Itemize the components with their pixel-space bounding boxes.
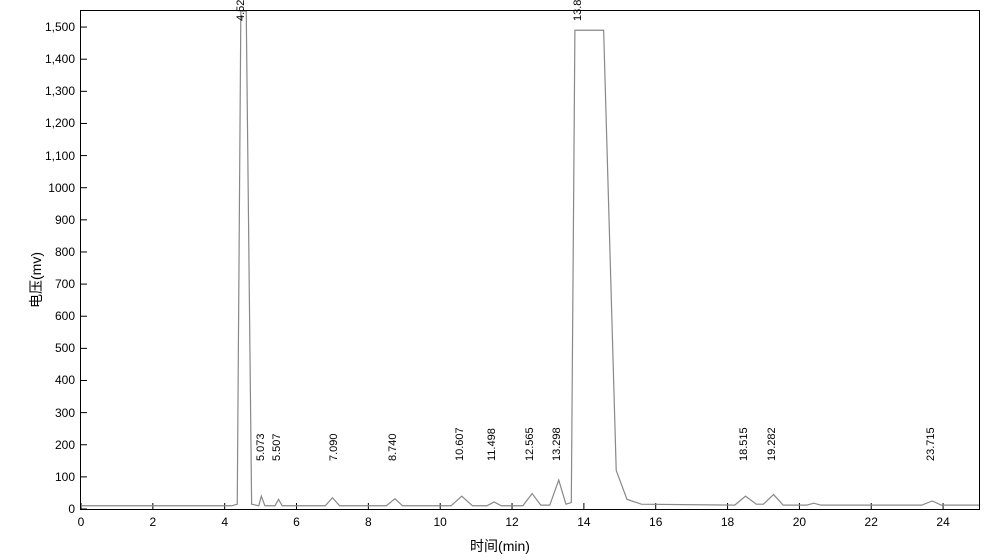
y-tick-label: 1,300 — [45, 84, 75, 98]
x-tick-label: 2 — [149, 515, 156, 529]
x-tick-label: 24 — [936, 515, 949, 529]
x-tick-label: 10 — [434, 515, 447, 529]
peak-label: 12.565 — [524, 427, 536, 461]
peak-label: 19.282 — [766, 427, 778, 461]
peak-label: 13.898 — [572, 0, 584, 21]
y-tick-label: 0 — [68, 502, 75, 516]
y-tick-label: 800 — [55, 245, 75, 259]
peak-label: 23.715 — [925, 427, 937, 461]
x-tick-label: 20 — [793, 515, 806, 529]
y-tick-label: 500 — [55, 341, 75, 355]
y-tick-label: 1,100 — [45, 149, 75, 163]
peak-label: 8.740 — [387, 433, 399, 461]
x-tick-label: 12 — [505, 515, 518, 529]
y-tick-label: 200 — [55, 438, 75, 452]
y-tick-label: 1,400 — [45, 52, 75, 66]
x-tick-label: 6 — [293, 515, 300, 529]
y-tick-label: 600 — [55, 309, 75, 323]
peak-label: 4.523 — [235, 0, 247, 21]
peak-label: 13.298 — [551, 427, 563, 461]
x-tick-label: 8 — [365, 515, 372, 529]
peak-label: 11.498 — [486, 428, 498, 461]
y-tick-label: 100 — [55, 470, 75, 484]
x-tick-label: 22 — [865, 515, 878, 529]
y-tick-label: 900 — [55, 213, 75, 227]
chromatogram-chart: 电压(mv) 010020030040050060070080090010001… — [0, 0, 1000, 560]
y-tick-label: 300 — [55, 406, 75, 420]
y-tick-label: 700 — [55, 277, 75, 291]
peak-label: 5.073 — [255, 433, 267, 461]
peak-label: 18.515 — [738, 427, 750, 461]
y-tick-label: 1,500 — [45, 20, 75, 34]
y-tick-label: 1,200 — [45, 116, 75, 130]
y-tick-label: 1000 — [48, 181, 75, 195]
peak-label: 10.607 — [454, 427, 466, 461]
x-tick-label: 14 — [577, 515, 590, 529]
x-axis-label: 时间(min) — [470, 536, 530, 556]
x-tick-label: 16 — [649, 515, 662, 529]
peak-label: 5.507 — [271, 433, 283, 461]
x-tick-label: 0 — [78, 515, 85, 529]
y-axis-label: 电压(mv) — [26, 252, 46, 308]
peak-label: 7.090 — [328, 433, 340, 461]
plot-area: 010020030040050060070080090010001,1001,2… — [80, 10, 980, 510]
x-tick-label: 4 — [221, 515, 228, 529]
x-tick-label: 18 — [721, 515, 734, 529]
y-tick-label: 400 — [55, 373, 75, 387]
